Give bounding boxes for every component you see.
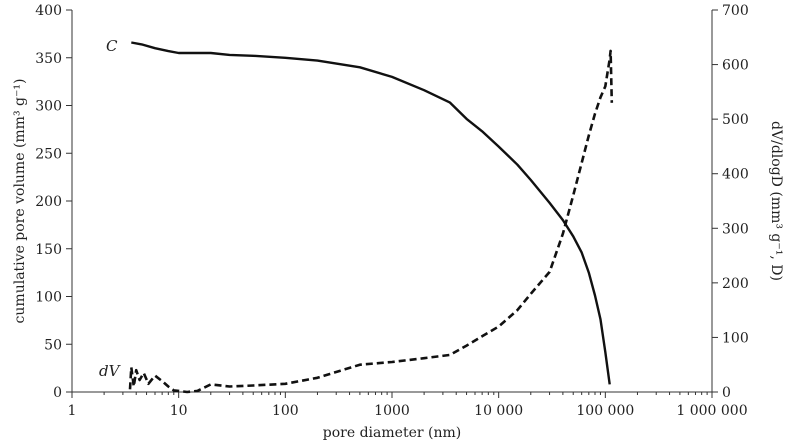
- right-y-tick-label: 400: [722, 167, 749, 183]
- left-y-tick-label: 150: [35, 242, 62, 258]
- left-y-tick-label: 350: [35, 51, 62, 67]
- series-label-c: C: [106, 37, 118, 55]
- x-tick-label: 100: [272, 403, 299, 419]
- series-group: [128, 41, 614, 394]
- x-tick-label: 100 000: [576, 403, 634, 419]
- x-tick-label: 1 000 000: [676, 403, 747, 419]
- left-y-tick-label: 400: [35, 3, 62, 19]
- axes: [71, 10, 713, 393]
- left-y-ticks: 0 50 100 150 200 250 300 350 400: [35, 3, 72, 401]
- left-y-axis-title: cumulative pore volume (mm³ g⁻¹): [12, 79, 28, 324]
- left-y-tick-label: 250: [35, 146, 62, 162]
- right-y-tick-label: 700: [722, 3, 749, 19]
- x-tick-label: 1000: [374, 403, 410, 419]
- series-label-dv: dV: [99, 362, 122, 380]
- left-y-tick-label: 300: [35, 99, 62, 115]
- x-tick-label: 10: [170, 403, 188, 419]
- left-y-tick-label: 0: [53, 385, 62, 401]
- left-y-tick-label: 200: [35, 194, 62, 210]
- series-line-cumulative: [131, 41, 611, 385]
- x-ticks: 1 10 100 1000 10 000 100 000 1 000 000: [68, 392, 748, 419]
- x-tick-label: 1: [68, 403, 77, 419]
- right-y-axis-title: dV/dlogD (mm³ g⁻¹, D): [768, 121, 784, 281]
- x-tick-label: 10 000: [474, 403, 523, 419]
- right-y-tick-label: 100: [722, 330, 749, 346]
- series-line-dv: [128, 49, 614, 394]
- right-y-tick-label: 0: [722, 385, 731, 401]
- x-axis-title: pore diameter (nm): [323, 425, 461, 441]
- right-y-tick-label: 500: [722, 112, 749, 128]
- left-y-tick-label: 50: [44, 337, 62, 353]
- left-y-tick-label: 100: [35, 290, 62, 306]
- right-y-tick-label: 300: [722, 221, 749, 237]
- right-y-ticks: 0 100 200 300 400 500 600 700: [712, 3, 749, 401]
- right-y-tick-label: 200: [722, 276, 749, 292]
- right-y-tick-label: 600: [722, 58, 749, 74]
